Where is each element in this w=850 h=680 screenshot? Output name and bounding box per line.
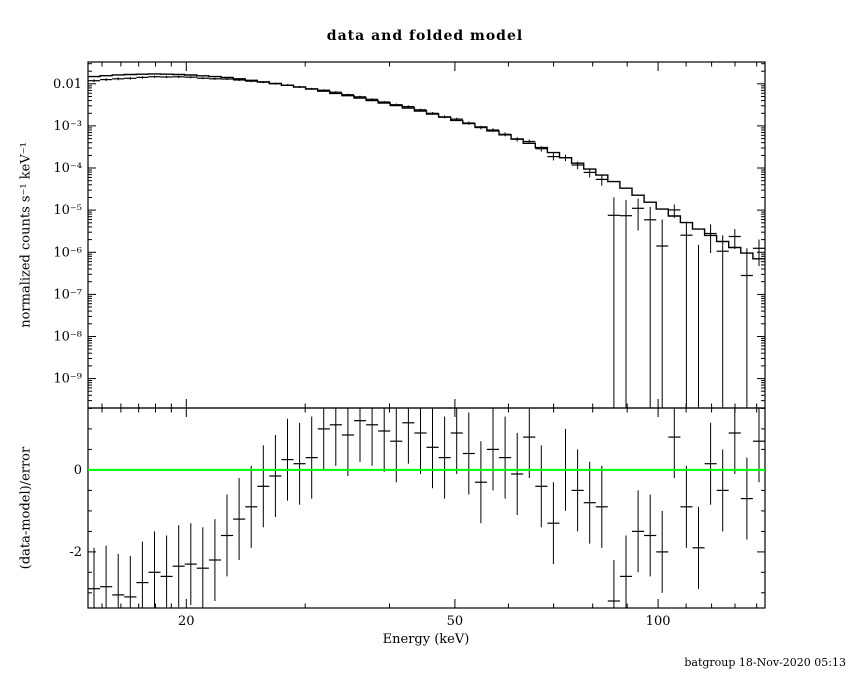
- svg-text:10⁻⁸: 10⁻⁸: [53, 330, 82, 345]
- plot-title: data and folded model: [326, 28, 524, 44]
- folded-model-histogram: [88, 73, 765, 260]
- x-axis-label-text: Energy (keV): [382, 632, 470, 647]
- svg-text:50: 50: [447, 614, 464, 629]
- residual-y-ticks: -2 0: [69, 407, 765, 594]
- svg-text:10⁻³: 10⁻³: [53, 119, 82, 134]
- x-axis-ticks: [101, 62, 758, 608]
- plot-footer-stamp: batgroup 18-Nov-2020 05:13: [684, 656, 846, 669]
- svg-text:0: 0: [74, 463, 82, 478]
- spectrum-data-points: [88, 75, 765, 408]
- axes-frame: [87, 61, 766, 609]
- residual-data-points: [88, 408, 765, 608]
- svg-text:0.01: 0.01: [53, 77, 82, 92]
- svg-text:10⁻⁹: 10⁻⁹: [53, 372, 82, 387]
- svg-text:20: 20: [178, 614, 195, 629]
- y-axis-label-residuals: (data-model)/error: [18, 446, 34, 570]
- x-axis-label: Energy (keV): [0, 632, 850, 647]
- svg-text:-2: -2: [69, 545, 82, 560]
- svg-text:10⁻⁶: 10⁻⁶: [53, 245, 82, 260]
- svg-text:10⁻⁴: 10⁻⁴: [53, 161, 82, 176]
- svg-text:10⁻⁷: 10⁻⁷: [53, 287, 82, 302]
- x-axis-tick-labels: 20 50 100: [178, 614, 670, 629]
- svg-text:100: 100: [646, 614, 671, 629]
- y-axis-label-spectrum: normalized counts s⁻¹ keV⁻¹: [18, 142, 34, 328]
- svg-text:10⁻⁵: 10⁻⁵: [53, 203, 82, 218]
- spectrum-y-ticks: 0.01 10⁻³ 10⁻⁴ 10⁻⁵ 10⁻⁶ 10⁻⁷ 10⁻⁸ 10⁻⁹: [53, 63, 765, 409]
